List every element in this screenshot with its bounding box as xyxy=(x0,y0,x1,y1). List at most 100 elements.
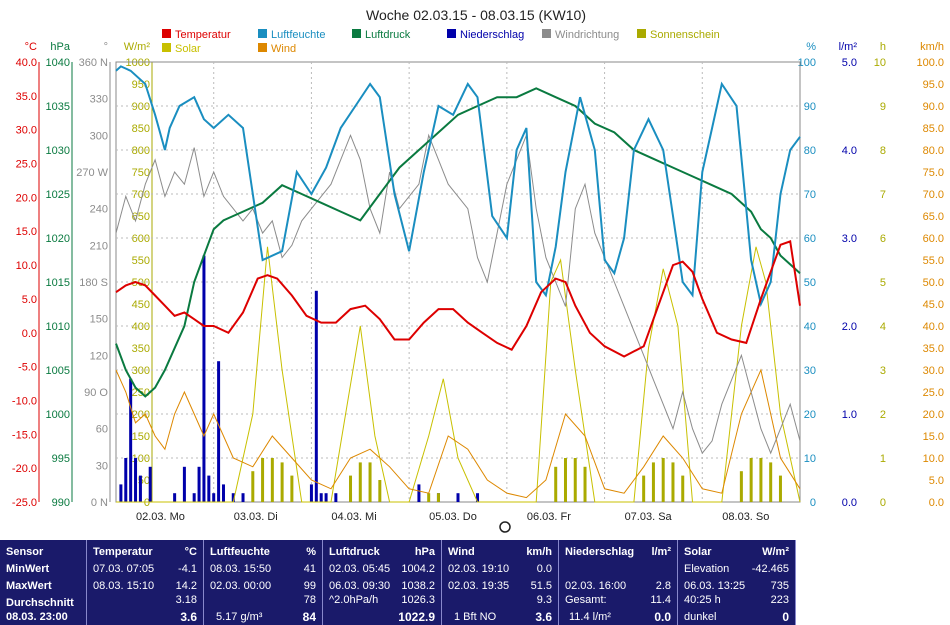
bar-sonnenschein xyxy=(778,475,782,502)
axis-tick-label: 900 xyxy=(132,101,150,113)
luftdruck-min: 1004.2 xyxy=(401,563,435,575)
axis-tick-label: 20.0 xyxy=(923,409,944,421)
bar-sonnenschein xyxy=(270,458,274,502)
luftfeuchte-avg: 78 xyxy=(303,594,316,606)
wind-header: Wind xyxy=(448,546,475,558)
luftdruck-trend: ^2.0hPa/h xyxy=(329,594,379,606)
axis-tick-label: 10 xyxy=(874,57,886,69)
axis-unit-label: % xyxy=(806,41,816,53)
legend-swatch xyxy=(637,29,646,38)
x-axis-labels: 02.03. Mo 03.03. Di 04.03. Mi 05.03. Do 06.0… xyxy=(136,511,769,523)
axis-tick-label: -10.0 xyxy=(12,395,37,407)
niederschlag-max-time: 02.03. 16:00 xyxy=(565,580,627,592)
axis-tick-label: 300 xyxy=(90,130,108,142)
temperatur-min: -4.1 xyxy=(178,563,197,575)
max-label: MaxWert xyxy=(6,580,52,592)
bar-niederschlag xyxy=(192,493,196,502)
axis-tick-label: 20 xyxy=(804,409,816,421)
axis-tick-label: 100 xyxy=(798,57,816,69)
bar-niederschlag xyxy=(309,484,313,502)
axis-tick-label: 210 xyxy=(90,240,108,252)
axis-tick-label: 1000 xyxy=(126,57,150,69)
axis-tick-label: 95.0 xyxy=(923,79,944,91)
axis-tick-label: 0 xyxy=(144,497,150,509)
luftfeuchte-absolute: 5.17 g/m³ xyxy=(216,611,263,623)
axis-tick-label: 30.0 xyxy=(923,365,944,377)
bar-niederschlag xyxy=(138,475,142,502)
luftfeuchte-max: 99 xyxy=(303,580,316,592)
axis-tick-label: 10.0 xyxy=(923,453,944,465)
solar-unit: W/m² xyxy=(762,546,789,558)
axis-tick-label: 10.0 xyxy=(16,260,37,272)
axis-tick-label: 330 xyxy=(90,94,108,106)
axis-tick-label: 50 xyxy=(804,277,816,289)
solar-header: Solar xyxy=(684,546,712,558)
line-series xyxy=(115,65,801,503)
timestamp: 08.03. 23:00 xyxy=(6,611,68,623)
axis-tick-label: 90 xyxy=(804,101,816,113)
legend-label: Luftfeuchte xyxy=(271,29,325,41)
solar-state: dunkel xyxy=(684,611,717,623)
axis-tick-label: 70.0 xyxy=(923,189,944,201)
luftdruck-header: Luftdruck xyxy=(329,546,380,558)
sensor-column: Sensor MinWert MaxWert Durchschnitt 08.0… xyxy=(0,540,87,625)
bar-sonnenschein xyxy=(358,462,362,502)
axis-tick-label: 550 xyxy=(132,255,150,267)
time-marker-icon[interactable] xyxy=(499,521,511,533)
solar-elevation-label: Elevation xyxy=(684,563,730,575)
axis-tick-label: 8 xyxy=(880,145,886,157)
min-label: MinWert xyxy=(6,563,50,575)
axis-tick-label: 180 S xyxy=(79,277,108,289)
luftdruck-current: 1022.9 xyxy=(398,610,435,624)
bar-niederschlag xyxy=(231,493,235,502)
wind-unit: km/h xyxy=(526,546,552,558)
axis-tick-label: 1 xyxy=(880,453,886,465)
axis-tick-label: 800 xyxy=(132,145,150,157)
axis-tick-label: 5.0 xyxy=(22,294,37,306)
bar-sonnenschein xyxy=(280,462,284,502)
axis-tick-label: 990 xyxy=(52,497,70,509)
axis-unit-label: hPa xyxy=(50,41,70,53)
bar-niederschlag xyxy=(241,493,245,502)
axis-tick-label: 35.0 xyxy=(16,91,37,103)
axis-tick-label: 1010 xyxy=(46,321,70,333)
axis-tick-label: 5.0 xyxy=(929,475,944,487)
axis-tick-label: 90.0 xyxy=(923,101,944,113)
bar-niederschlag xyxy=(124,458,128,502)
bar-sonnenschein xyxy=(749,458,753,502)
axis-tick-label: 1025 xyxy=(46,189,70,201)
bar-niederschlag xyxy=(314,290,318,502)
axis-tick-label: 300 xyxy=(132,365,150,377)
solar-column: Solar W/m² Elevation -42.465 06.03. 13:2… xyxy=(678,540,796,625)
bar-sonnenschein xyxy=(769,462,773,502)
line-windrichtung xyxy=(115,133,801,455)
axis-tick-label: 40 xyxy=(804,321,816,333)
axis-tick-label: 20.0 xyxy=(16,192,37,204)
luftfeuchte-current: 84 xyxy=(302,610,316,624)
legend-swatch xyxy=(447,29,456,38)
axis-tick-label: 85.0 xyxy=(923,123,944,135)
temperatur-column: Temperatur °C 07.03. 07:05 -4.1 08.03. 1… xyxy=(87,540,204,625)
weather-chart: Woche 02.03.15 - 08.03.15 (KW10) Tempera… xyxy=(12,7,944,533)
axis-tick-label: 1030 xyxy=(46,145,70,157)
legend-swatch xyxy=(542,29,551,38)
axis-tick-label: 75.0 xyxy=(923,167,944,179)
axis-tick-label: 1040 xyxy=(46,57,70,69)
axis-tick-label: 30.0 xyxy=(16,125,37,137)
bar-sonnenschein xyxy=(573,458,577,502)
bar-sonnenschein xyxy=(427,493,431,502)
luftdruck-min-time: 02.03. 05:45 xyxy=(329,563,391,575)
axis-tick-label: 0 xyxy=(880,497,886,509)
solar-avg: 223 xyxy=(770,594,789,606)
wind-current: 3.6 xyxy=(535,610,552,624)
legend-label: Solar xyxy=(175,43,201,55)
bar-sonnenschein xyxy=(642,475,646,502)
x-tick-label: 08.03. So xyxy=(722,511,769,523)
legend-label: Sonnenschein xyxy=(650,29,720,41)
axis-tick-label: 65.0 xyxy=(923,211,944,223)
axis-tick-label: 15.0 xyxy=(923,431,944,443)
bar-niederschlag xyxy=(324,493,328,502)
axis-unit-label: h xyxy=(880,41,886,53)
axis-tick-label: -20.0 xyxy=(12,463,37,475)
axis-tick-label: 35.0 xyxy=(923,343,944,355)
